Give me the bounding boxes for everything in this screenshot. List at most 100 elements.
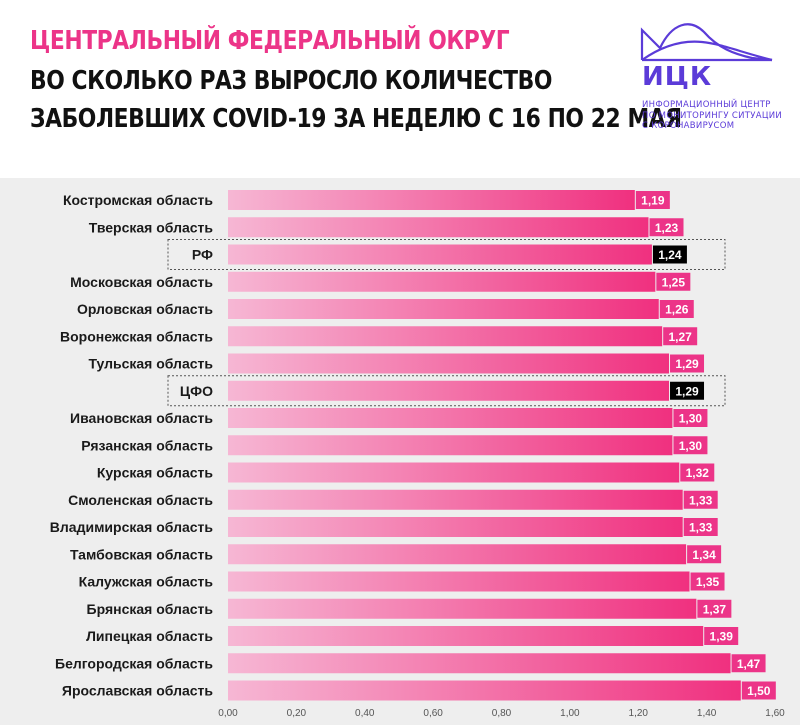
bar xyxy=(228,217,649,238)
value-label-box xyxy=(652,245,687,264)
category-label: Тверская область xyxy=(89,219,214,235)
bar xyxy=(228,462,680,483)
logo-title: ИЦК xyxy=(642,62,713,92)
value-label-box xyxy=(635,191,670,209)
category-label: Липецкая область xyxy=(86,628,213,644)
bars-group: Костромская область 1,19 Тверская область 1… xyxy=(50,190,776,701)
bar xyxy=(228,517,683,537)
value-label: 1,25 xyxy=(662,275,686,289)
category-label: Московская область xyxy=(70,274,213,290)
logo-wave-icon xyxy=(640,23,773,62)
x-tick-label: 1,20 xyxy=(629,708,649,719)
x-tick-label: 0,00 xyxy=(218,708,238,719)
category-label: Костромская область xyxy=(63,192,213,208)
title-line-2: ВО СКОЛЬКО РАЗ ВЫРОСЛО КОЛИЧЕСТВО xyxy=(30,66,552,96)
value-label: 1,27 xyxy=(669,330,693,344)
bar xyxy=(228,544,687,565)
value-label-box xyxy=(731,654,766,673)
logo-subtitle-line: Информационный центр xyxy=(642,100,771,110)
value-label: 1,29 xyxy=(675,384,699,398)
bar xyxy=(228,353,670,374)
value-label-box xyxy=(741,681,776,700)
highlight-frame xyxy=(167,375,726,407)
bar xyxy=(228,571,690,592)
value-label-box xyxy=(697,599,732,618)
value-label-box xyxy=(663,327,698,346)
category-label: ЦФО xyxy=(180,383,213,399)
category-label: Рязанская область xyxy=(81,437,213,453)
bar xyxy=(228,598,697,619)
x-tick-label: 1,40 xyxy=(697,708,717,719)
value-label: 1,30 xyxy=(679,439,703,453)
category-label: Белгородская область xyxy=(55,655,213,671)
bar xyxy=(228,408,673,428)
bar xyxy=(228,626,704,646)
value-label-box xyxy=(659,300,694,318)
value-label-box xyxy=(683,490,718,509)
x-tick-label: 1,60 xyxy=(765,708,785,719)
bar xyxy=(228,326,663,347)
value-label: 1,37 xyxy=(703,602,727,616)
value-label-box xyxy=(690,572,725,591)
category-label: Ярославская область xyxy=(62,683,214,699)
value-label: 1,24 xyxy=(658,248,682,262)
value-label: 1,32 xyxy=(686,466,710,480)
bar-chart: Костромская область 1,19 Тверская область 1… xyxy=(50,190,785,719)
bar xyxy=(228,190,635,210)
x-tick-label: 0,80 xyxy=(492,708,512,719)
value-label-box xyxy=(670,381,705,400)
title-region: ЦЕНТРАЛЬНЫЙ ФЕДЕРАЛЬНЫЙ ОКРУГ xyxy=(30,26,510,56)
x-axis: 0,00 0,20 0,40 0,60 0,80 1,00 1,20 1,40 1,60 xyxy=(218,708,785,719)
value-label: 1,23 xyxy=(655,221,679,235)
value-label-box xyxy=(704,627,739,645)
category-label: Смоленская область xyxy=(68,492,213,508)
category-label: Воронежская область xyxy=(60,328,213,344)
logo-subtitle: Информационный центр по мониторингу ситу… xyxy=(642,100,782,132)
logo-subtitle-line: с коронавирусом xyxy=(642,121,735,131)
value-label: 1,33 xyxy=(689,493,713,507)
value-label-box xyxy=(673,436,708,455)
bar xyxy=(228,653,731,674)
bar xyxy=(228,244,652,265)
category-label: Калужская область xyxy=(79,574,214,590)
category-label: Владимирская область xyxy=(50,519,214,535)
value-label: 1,34 xyxy=(692,548,716,562)
value-label-box xyxy=(680,463,715,482)
x-tick-label: 1,00 xyxy=(560,708,580,719)
bar xyxy=(228,380,670,401)
value-label: 1,50 xyxy=(747,684,771,698)
category-label: Орловская область xyxy=(77,301,213,317)
category-label: Курская область xyxy=(97,465,214,481)
value-label: 1,29 xyxy=(675,357,699,371)
value-label: 1,47 xyxy=(737,657,761,671)
bar xyxy=(228,435,673,456)
value-label-box xyxy=(673,409,708,427)
value-label: 1,33 xyxy=(689,521,713,535)
highlight-frame xyxy=(167,239,726,270)
category-label: Тульская область xyxy=(88,356,213,372)
value-label: 1,30 xyxy=(679,412,703,426)
value-label-box xyxy=(656,272,691,291)
category-label: Брянская область xyxy=(87,601,214,617)
value-label: 1,26 xyxy=(665,303,689,317)
x-tick-label: 0,20 xyxy=(287,708,307,719)
bar xyxy=(228,271,656,292)
title-line-3: ЗАБОЛЕВШИХ COVID-19 ЗА НЕДЕЛЮ С 16 ПО 22… xyxy=(30,104,682,134)
value-label-box xyxy=(687,545,722,564)
value-label-box xyxy=(683,518,718,536)
bar xyxy=(228,680,741,701)
bar xyxy=(228,299,659,319)
category-label: Тамбовская область xyxy=(70,546,213,562)
header: ЦЕНТРАЛЬНЫЙ ФЕДЕРАЛЬНЫЙ ОКРУГ ВО СКОЛЬКО… xyxy=(0,0,800,175)
chart-area: Костромская область 1,19 Тверская область 1… xyxy=(0,178,800,725)
x-tick-label: 0,60 xyxy=(423,708,443,719)
value-label-box xyxy=(649,218,684,237)
value-label: 1,19 xyxy=(641,194,665,208)
value-label-box xyxy=(670,354,705,373)
value-label: 1,39 xyxy=(710,630,734,644)
value-label: 1,35 xyxy=(696,575,720,589)
bar xyxy=(228,489,683,510)
category-label: РФ xyxy=(192,247,213,263)
x-tick-label: 0,40 xyxy=(355,708,375,719)
category-label: Ивановская область xyxy=(70,410,213,426)
